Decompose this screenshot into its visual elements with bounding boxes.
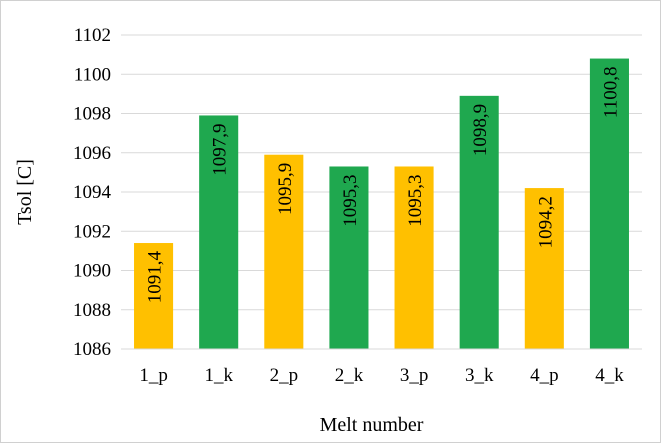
x-axis-ticks: 1_p 1_k 2_p 2_k 3_p 3_k 4_p 4_k — [139, 365, 624, 386]
y-tick-label: 1098 — [73, 104, 111, 125]
y-axis-ticks: 1086 1088 1090 1092 1094 1096 1098 1100 1102 — [73, 25, 112, 360]
bar-3_k — [459, 95, 499, 350]
data-labels: 1091,4 1097,9 1095,9 1095,3 1095,3 1098,9 1094… — [145, 67, 622, 304]
x-tick-label: 1_k — [204, 365, 233, 386]
data-label-3_k: 1098,9 — [470, 104, 491, 156]
data-label-2_p: 1095,9 — [275, 163, 296, 215]
bar-1_k — [199, 115, 239, 350]
bars — [134, 58, 629, 350]
bar-1_p — [134, 243, 174, 349]
y-axis-title: Tsol [C] — [14, 159, 36, 225]
bar-2_p — [264, 154, 304, 349]
x-tick-label: 2_k — [335, 365, 364, 386]
data-label-1_p: 1091,4 — [145, 251, 166, 304]
y-tick-label: 1090 — [73, 261, 111, 282]
bar-4_k — [589, 58, 629, 350]
y-tick-label: 1100 — [74, 64, 111, 85]
x-tick-label: 4_k — [595, 365, 624, 386]
x-tick-label: 3_k — [465, 365, 494, 386]
bar-3_p — [394, 166, 434, 349]
data-label-4_p: 1094,2 — [535, 196, 556, 248]
y-tick-label: 1102 — [74, 25, 111, 46]
data-label-4_k: 1100,8 — [600, 67, 621, 119]
x-tick-label: 2_p — [270, 365, 299, 386]
data-label-1_k: 1097,9 — [210, 123, 231, 175]
y-tick-label: 1092 — [73, 221, 111, 242]
x-axis-title: Melt number — [320, 414, 424, 436]
y-tick-label: 1094 — [73, 182, 112, 203]
y-tick-label: 1086 — [73, 339, 111, 360]
x-tick-label: 3_p — [400, 365, 429, 386]
data-label-3_p: 1095,3 — [405, 174, 426, 226]
y-tick-label: 1088 — [73, 300, 111, 321]
x-tick-label: 4_p — [530, 365, 559, 386]
bar-2_k — [329, 166, 369, 349]
y-tick-label: 1096 — [73, 143, 111, 164]
data-label-2_k: 1095,3 — [340, 174, 361, 226]
bar-4_p — [524, 188, 564, 349]
x-tick-label: 1_p — [139, 365, 168, 386]
